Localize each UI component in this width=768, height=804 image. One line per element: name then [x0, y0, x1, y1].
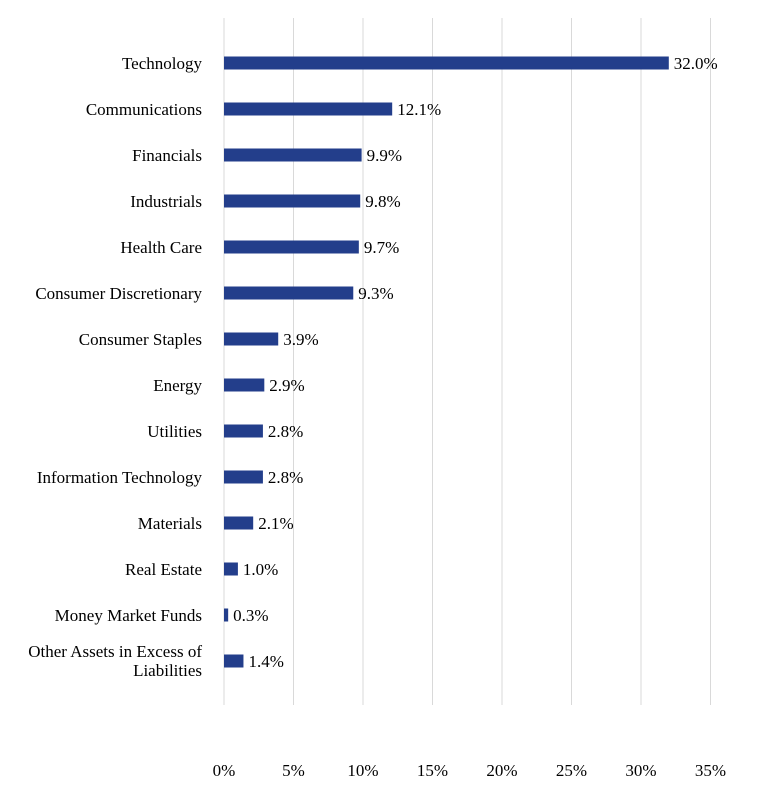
category-label: Information Technology	[37, 468, 203, 487]
bar	[224, 332, 279, 346]
category-label: Financials	[132, 146, 202, 165]
x-tick-label: 15%	[417, 761, 448, 780]
x-tick-label: 35%	[695, 761, 726, 780]
value-label: 2.9%	[269, 376, 304, 395]
value-labels: 32.0% 12.1% 9.9% 9.8% 9.7% 9.3% 3.9% 2.9% 2.8% 2.…	[233, 54, 718, 671]
value-label: 0.3%	[233, 606, 268, 625]
category-label: Consumer Discretionary	[35, 284, 202, 303]
value-label: 1.0%	[243, 560, 278, 579]
x-tick-label: 25%	[556, 761, 587, 780]
value-label: 1.4%	[248, 652, 283, 671]
bar	[224, 608, 229, 622]
bar	[224, 562, 238, 576]
x-tick-label: 5%	[282, 761, 305, 780]
x-tick-label: 0%	[213, 761, 236, 780]
value-label: 9.8%	[365, 192, 400, 211]
x-tick-label: 20%	[486, 761, 517, 780]
category-label: Health Care	[120, 238, 202, 257]
category-labels: Technology Communications Financials Indust…	[28, 54, 202, 680]
value-label: 12.1%	[397, 100, 441, 119]
bar	[224, 56, 669, 70]
value-label: 3.9%	[283, 330, 318, 349]
value-label: 9.3%	[358, 284, 393, 303]
x-axis-tick-labels: 0% 5% 10% 15% 20% 25% 30% 35%	[213, 761, 726, 780]
value-label: 2.8%	[268, 422, 303, 441]
category-label: Utilities	[147, 422, 202, 441]
gridlines	[223, 18, 711, 705]
bar	[224, 148, 362, 162]
category-label: Real Estate	[125, 560, 202, 579]
value-label: 32.0%	[674, 54, 718, 73]
category-label: Technology	[122, 54, 203, 73]
bar	[224, 516, 254, 530]
bar	[224, 424, 263, 438]
bars	[224, 56, 669, 668]
x-tick-label: 30%	[625, 761, 656, 780]
category-label: Money Market Funds	[55, 606, 202, 625]
category-label: Materials	[138, 514, 202, 533]
value-label: 2.1%	[258, 514, 293, 533]
category-label: Energy	[153, 376, 202, 395]
bar	[224, 378, 265, 392]
bar	[224, 102, 393, 116]
bar	[224, 240, 359, 254]
category-label: Consumer Staples	[79, 330, 202, 349]
x-tick-label: 10%	[347, 761, 378, 780]
bar	[224, 286, 354, 300]
category-label: Other Assets in Excess of Liabilities	[28, 642, 202, 680]
value-label: 2.8%	[268, 468, 303, 487]
category-label: Industrials	[130, 192, 202, 211]
bar	[224, 654, 244, 668]
category-label: Communications	[86, 100, 202, 119]
value-label: 9.9%	[367, 146, 402, 165]
value-label: 9.7%	[364, 238, 399, 257]
bar	[224, 194, 361, 208]
bar	[224, 470, 263, 484]
